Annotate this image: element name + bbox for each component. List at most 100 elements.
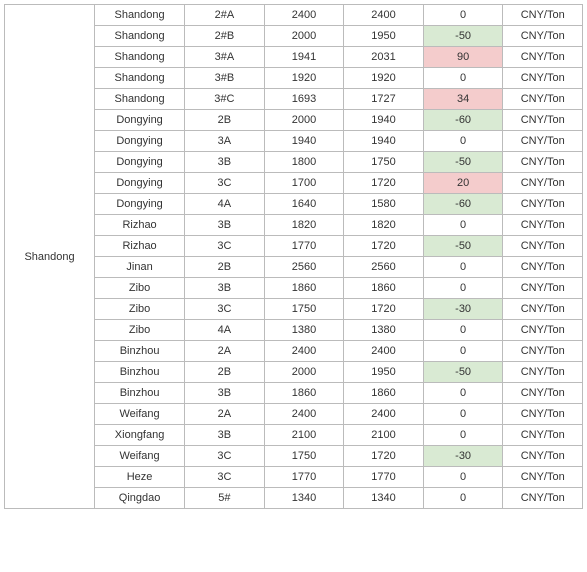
unit-cell: CNY/Ton	[503, 341, 583, 362]
diff-cell: 90	[423, 47, 503, 68]
value1-cell: 1380	[264, 320, 344, 341]
value1-cell: 1920	[264, 68, 344, 89]
city-cell: Zibo	[95, 320, 185, 341]
value1-cell: 1640	[264, 194, 344, 215]
value2-cell: 1720	[344, 236, 424, 257]
spec-cell: 5#	[185, 488, 265, 509]
table-row: ShandongShandong2#A240024000CNY/Ton	[5, 5, 583, 26]
unit-cell: CNY/Ton	[503, 89, 583, 110]
spec-cell: 3A	[185, 131, 265, 152]
value2-cell: 1720	[344, 299, 424, 320]
city-cell: Rizhao	[95, 215, 185, 236]
diff-cell: 0	[423, 341, 503, 362]
diff-cell: 0	[423, 257, 503, 278]
city-cell: Binzhou	[95, 362, 185, 383]
value2-cell: 1950	[344, 26, 424, 47]
value1-cell: 1750	[264, 446, 344, 467]
city-cell: Binzhou	[95, 341, 185, 362]
spec-cell: 3#A	[185, 47, 265, 68]
city-cell: Zibo	[95, 299, 185, 320]
spec-cell: 2B	[185, 257, 265, 278]
value1-cell: 1820	[264, 215, 344, 236]
spec-cell: 2A	[185, 404, 265, 425]
unit-cell: CNY/Ton	[503, 131, 583, 152]
value1-cell: 1693	[264, 89, 344, 110]
spec-cell: 2#A	[185, 5, 265, 26]
unit-cell: CNY/Ton	[503, 26, 583, 47]
spec-cell: 4A	[185, 320, 265, 341]
value2-cell: 2400	[344, 5, 424, 26]
unit-cell: CNY/Ton	[503, 236, 583, 257]
city-cell: Jinan	[95, 257, 185, 278]
city-cell: Rizhao	[95, 236, 185, 257]
value2-cell: 2031	[344, 47, 424, 68]
value2-cell: 1940	[344, 131, 424, 152]
spec-cell: 2B	[185, 110, 265, 131]
city-cell: Qingdao	[95, 488, 185, 509]
diff-cell: 0	[423, 68, 503, 89]
value1-cell: 2100	[264, 425, 344, 446]
value1-cell: 2400	[264, 341, 344, 362]
value1-cell: 1860	[264, 383, 344, 404]
spec-cell: 3#B	[185, 68, 265, 89]
unit-cell: CNY/Ton	[503, 68, 583, 89]
spec-cell: 3B	[185, 383, 265, 404]
spec-cell: 2B	[185, 362, 265, 383]
diff-cell: 0	[423, 131, 503, 152]
value2-cell: 1950	[344, 362, 424, 383]
diff-cell: 0	[423, 5, 503, 26]
city-cell: Dongying	[95, 173, 185, 194]
diff-cell: 0	[423, 467, 503, 488]
value2-cell: 1580	[344, 194, 424, 215]
value1-cell: 1700	[264, 173, 344, 194]
diff-cell: -30	[423, 446, 503, 467]
value1-cell: 1750	[264, 299, 344, 320]
city-cell: Heze	[95, 467, 185, 488]
value2-cell: 1340	[344, 488, 424, 509]
diff-cell: -30	[423, 299, 503, 320]
diff-cell: -50	[423, 26, 503, 47]
city-cell: Dongying	[95, 110, 185, 131]
unit-cell: CNY/Ton	[503, 152, 583, 173]
city-cell: Shandong	[95, 89, 185, 110]
diff-cell: 0	[423, 488, 503, 509]
unit-cell: CNY/Ton	[503, 5, 583, 26]
spec-cell: 3C	[185, 173, 265, 194]
city-cell: Shandong	[95, 26, 185, 47]
spec-cell: 3C	[185, 446, 265, 467]
spec-cell: 4A	[185, 194, 265, 215]
diff-cell: 20	[423, 173, 503, 194]
diff-cell: -50	[423, 152, 503, 173]
spec-cell: 3C	[185, 467, 265, 488]
spec-cell: 2#B	[185, 26, 265, 47]
value1-cell: 2000	[264, 26, 344, 47]
value2-cell: 1727	[344, 89, 424, 110]
value2-cell: 1770	[344, 467, 424, 488]
diff-cell: 0	[423, 320, 503, 341]
value2-cell: 2560	[344, 257, 424, 278]
value1-cell: 1941	[264, 47, 344, 68]
city-cell: Shandong	[95, 5, 185, 26]
value2-cell: 1380	[344, 320, 424, 341]
diff-cell: -60	[423, 110, 503, 131]
value1-cell: 2400	[264, 404, 344, 425]
spec-cell: 3B	[185, 152, 265, 173]
value1-cell: 1770	[264, 236, 344, 257]
city-cell: Weifang	[95, 404, 185, 425]
spec-cell: 3B	[185, 215, 265, 236]
unit-cell: CNY/Ton	[503, 215, 583, 236]
value2-cell: 1920	[344, 68, 424, 89]
spec-cell: 3B	[185, 425, 265, 446]
unit-cell: CNY/Ton	[503, 299, 583, 320]
spec-cell: 3C	[185, 236, 265, 257]
spec-cell: 3#C	[185, 89, 265, 110]
unit-cell: CNY/Ton	[503, 278, 583, 299]
city-cell: Binzhou	[95, 383, 185, 404]
value1-cell: 2000	[264, 362, 344, 383]
value1-cell: 1340	[264, 488, 344, 509]
unit-cell: CNY/Ton	[503, 425, 583, 446]
city-cell: Dongying	[95, 152, 185, 173]
unit-cell: CNY/Ton	[503, 446, 583, 467]
value2-cell: 2400	[344, 404, 424, 425]
city-cell: Dongying	[95, 194, 185, 215]
